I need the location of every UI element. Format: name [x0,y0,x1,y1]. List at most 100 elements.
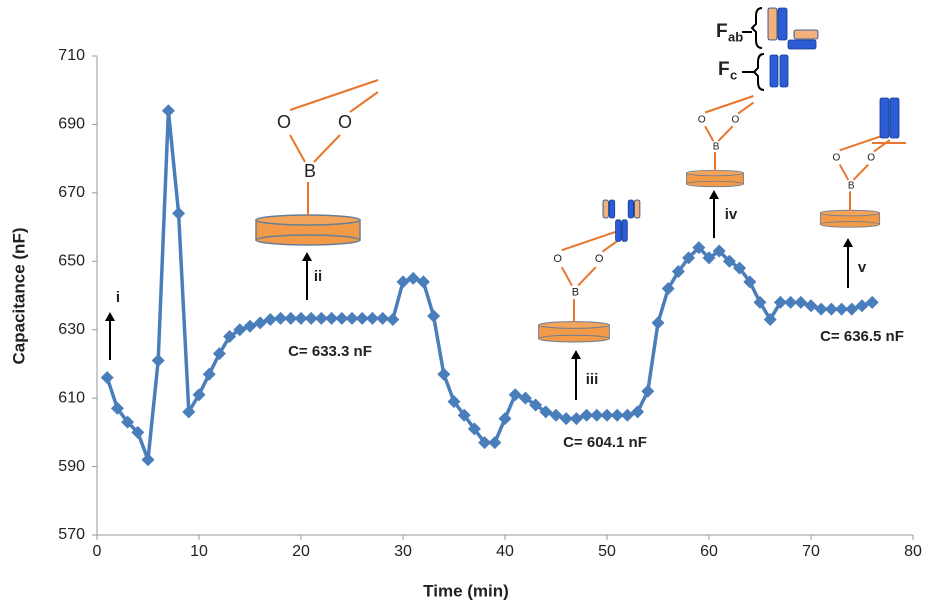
data-point [865,295,879,309]
data-point [529,398,543,412]
antibody-domain [627,199,635,219]
oxygen-label: O [553,253,562,265]
x-tick-label: 30 [394,543,412,560]
data-point [457,408,471,422]
capacitance-label: C= 604.1 nF [563,434,647,451]
bond [349,91,379,113]
bond [838,164,850,181]
electrode-structure: B O O [538,228,623,343]
data-point [651,316,665,330]
antibody-domain [879,97,890,139]
data-point [325,311,339,325]
data-point [671,265,685,279]
data-point [794,295,808,309]
oxygen-label: O [698,114,706,125]
antibody-domain [787,39,817,50]
antibody-domain [779,54,789,88]
boron-label: B [713,141,720,152]
data-point [416,275,430,289]
data-point [386,312,400,326]
data-point [447,395,461,409]
data-point [253,316,267,330]
bond [852,163,869,181]
electrode-top [538,321,610,329]
electrode-top [685,169,745,177]
arrow-head [302,252,312,261]
bond [561,228,622,252]
x-tick-label: 60 [700,543,718,560]
data-point [620,408,634,422]
data-point [610,408,624,422]
step-label: i [116,289,120,306]
boron-label: B [304,161,316,181]
bond [577,266,597,287]
oxygen-label: O [338,112,352,132]
antibody-domain [769,54,779,88]
data-point [355,311,369,325]
bond [560,266,573,287]
data-point [641,384,655,398]
data-point [600,408,614,422]
antibody-domain [767,7,778,41]
bracket [752,53,765,91]
capacitance-label: C= 636.5 nF [820,328,904,345]
arrow-head [105,312,115,321]
data-point [467,422,481,436]
data-point [263,312,277,326]
y-tick-label: 670 [58,184,85,201]
data-point [773,295,787,309]
data-point [631,405,645,419]
y-tick-label: 690 [58,116,85,133]
data-point [804,299,818,313]
data-point [212,347,226,361]
oxygen-label: O [277,112,291,132]
arrow-head [571,350,581,359]
data-point [590,408,604,422]
electrode-structure: B O O [685,95,755,188]
bond [704,125,715,142]
data-point [692,241,706,255]
antibody-domain [602,199,609,219]
data-point [855,299,869,313]
data-point [294,311,308,325]
data-point [712,244,726,258]
data-point [682,251,696,265]
oxygen-label: O [731,114,739,125]
data-point [365,311,379,325]
data-point [733,261,747,275]
x-tick-label: 40 [496,543,514,560]
data-point [141,453,155,467]
electrode-bottom [819,221,881,228]
step-label: ii [314,268,322,285]
x-tick-label: 80 [904,543,922,560]
data-point [314,311,328,325]
y-tick-label: 630 [58,321,85,338]
boron-label: B [572,286,579,298]
bond [737,101,755,115]
data-point [722,254,736,268]
data-point [753,295,767,309]
x-tick-label: 20 [292,543,310,560]
data-point [274,311,288,325]
data-point [304,311,318,325]
data-point [784,295,798,309]
y-axis-title: Capacitance (nF) [9,228,28,365]
fc-label: F [718,59,730,80]
data-point [335,311,349,325]
data-point [559,412,573,426]
antibody-domain [777,7,788,41]
data-point [121,415,135,429]
data-point [233,323,247,337]
bond [313,134,341,163]
antibody-domain [634,199,641,219]
oxygen-label: O [832,152,840,163]
bracket [750,7,763,49]
x-tick-label: 70 [802,543,820,560]
x-axis-title: Time (min) [423,581,509,600]
data-line [105,110,873,461]
data-point [192,388,206,402]
x-tick-label: 10 [190,543,208,560]
y-tick-label: 610 [58,389,85,406]
oxygen-label: O [867,152,875,163]
x-tick-label: 0 [93,543,102,560]
